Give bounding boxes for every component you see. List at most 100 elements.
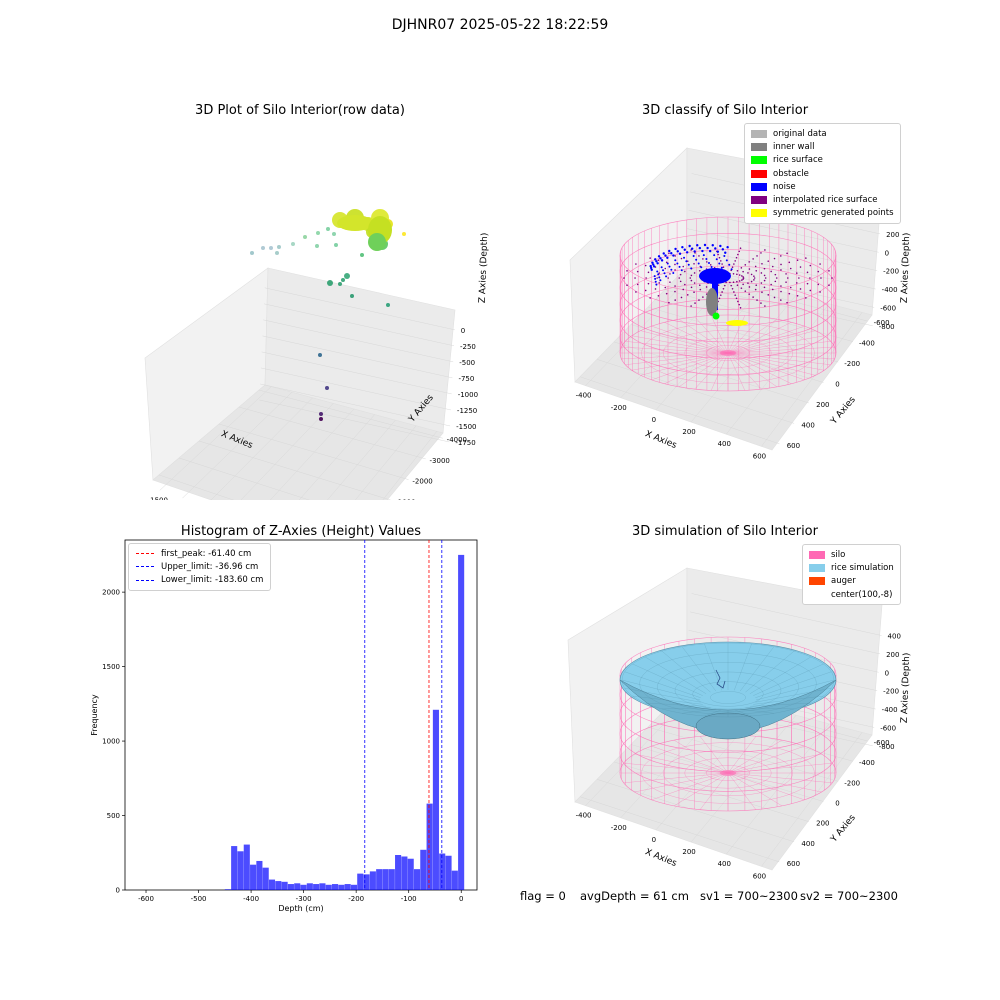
x-grid-line: [761, 312, 863, 447]
scatter-point: [319, 412, 323, 416]
legend-item: Upper_limit: -36.96 cm: [136, 560, 263, 573]
legend-swatch: [751, 142, 767, 151]
y-grid-line: [647, 726, 839, 782]
x-grid-line: [159, 386, 272, 491]
noise-point: [674, 247, 677, 251]
scatter-point: [275, 251, 279, 255]
interpolated-surface-point: [774, 280, 777, 283]
interpolated-surface-point: [668, 301, 670, 304]
legend-item: rice surface: [751, 154, 894, 167]
y-tick-label: 1000: [102, 738, 120, 746]
interpolated-surface-point: [664, 267, 667, 270]
interpolated-surface-point: [744, 264, 747, 266]
interpolated-surface-point: [698, 284, 701, 287]
interpolated-surface-point: [679, 273, 682, 276]
z-tick-label: -600: [880, 724, 896, 732]
interpolated-surface-point: [674, 290, 676, 293]
interpolated-surface-point: [753, 275, 755, 277]
noise-point: [693, 250, 696, 253]
interpolated-surface-point: [658, 272, 661, 274]
y-grid-line: [218, 423, 409, 480]
legend-item: rice simulation: [809, 561, 894, 574]
panel3-title: Histogram of Z-Axies (Height) Values: [180, 524, 422, 539]
noise-point: [687, 263, 690, 266]
noise-point: [659, 257, 662, 260]
histogram-legend: first_peak: -61.40 cm Upper_limit: -36.96…: [128, 543, 272, 591]
interpolated-surface-point: [694, 302, 696, 304]
interpolated-surface-point: [684, 270, 686, 273]
y-grid-line: [596, 359, 795, 424]
noise-point: [714, 247, 717, 250]
axis-ticks: -600 -500 -400 -300 -200 -100 0 0 500 1000 1500 200…: [102, 589, 463, 903]
interpolated-surface-point: [693, 272, 696, 274]
interpolated-surface-point: [736, 270, 739, 272]
interpolated-surface-point: [623, 277, 625, 279]
x-grid-line: [298, 414, 375, 500]
interpolated-surface-point: [669, 273, 671, 275]
y-grid-line: [613, 761, 809, 822]
interpolated-surface-point: [789, 286, 792, 289]
interpolated-surface-point: [773, 257, 776, 260]
interpolated-surface-point: [722, 287, 725, 290]
noise-point: [706, 246, 709, 250]
histogram-bar: [300, 884, 307, 890]
noise-point: [680, 269, 683, 272]
silo-floor-spoke: [727, 318, 778, 354]
noise-point: [676, 250, 679, 253]
noise-point: [730, 268, 733, 271]
y-grid-line: [596, 779, 795, 843]
interpolated-surface-point: [780, 285, 782, 287]
noise-point: [703, 243, 707, 247]
rice-mesh-line: [755, 671, 832, 698]
interpolated-surface-point: [764, 277, 767, 279]
interpolated-surface-point: [760, 272, 763, 274]
interpolated-surface-point: [780, 255, 782, 257]
legend-label: silo: [831, 549, 846, 560]
interpolated-surface-point: [767, 294, 770, 296]
noise-point: [655, 260, 658, 263]
interpolated-surface-point: [679, 280, 682, 283]
interpolated-surface-point: [747, 272, 749, 274]
histogram-bar: [250, 864, 257, 890]
interpolated-surface-point: [741, 279, 743, 281]
flag-text: flag = 0: [520, 889, 566, 903]
interpolated-surface-point: [644, 264, 647, 267]
interpolated-surface-point: [654, 288, 657, 290]
interpolated-surface-point: [678, 277, 681, 279]
histogram-bar: [357, 873, 364, 890]
silo-floor-spoke: [651, 325, 729, 354]
interpolated-surface-point: [798, 277, 800, 279]
silo-floor-spoke: [727, 736, 757, 774]
y-tick-label: -600: [874, 319, 890, 327]
classify-legend: original data inner wall rice surface obsta…: [744, 123, 901, 225]
noise-point: [652, 265, 656, 268]
interpolated-surface-point: [693, 282, 696, 284]
interpolated-surface-point: [741, 275, 743, 277]
silo-floor-spoke: [727, 352, 778, 388]
interpolated-surface-point: [760, 302, 762, 304]
silo-floor-spoke: [727, 753, 822, 774]
interpolated-surface-point: [742, 278, 744, 280]
noise-point: [705, 258, 708, 261]
silo-floor-spoke: [727, 352, 762, 390]
y-tick-label: 400: [801, 840, 814, 848]
x-tick-label: -200: [611, 404, 627, 412]
y-tick-label: 2000: [102, 589, 120, 597]
histogram-bar: [262, 867, 269, 890]
noise-point: [654, 280, 657, 283]
legend-label: symmetric generated points: [773, 208, 894, 219]
histogram-bar: [439, 853, 446, 890]
interpolated-surface-point: [780, 269, 782, 271]
scatter-point: [326, 227, 330, 231]
histogram-bar: [344, 884, 351, 890]
noise-point: [685, 260, 688, 263]
interpolated-surface-point: [736, 284, 739, 286]
noise-point: [660, 259, 664, 262]
interpolated-surface-point: [739, 306, 742, 309]
interpolated-surface-point: [754, 265, 757, 268]
interpolated-surface-point: [734, 260, 737, 262]
interpolated-surface-point: [649, 297, 651, 299]
legend-swatch: [751, 129, 767, 138]
x-axis-label: Depth (cm): [278, 904, 323, 913]
z-tick-label: -200: [883, 688, 899, 696]
